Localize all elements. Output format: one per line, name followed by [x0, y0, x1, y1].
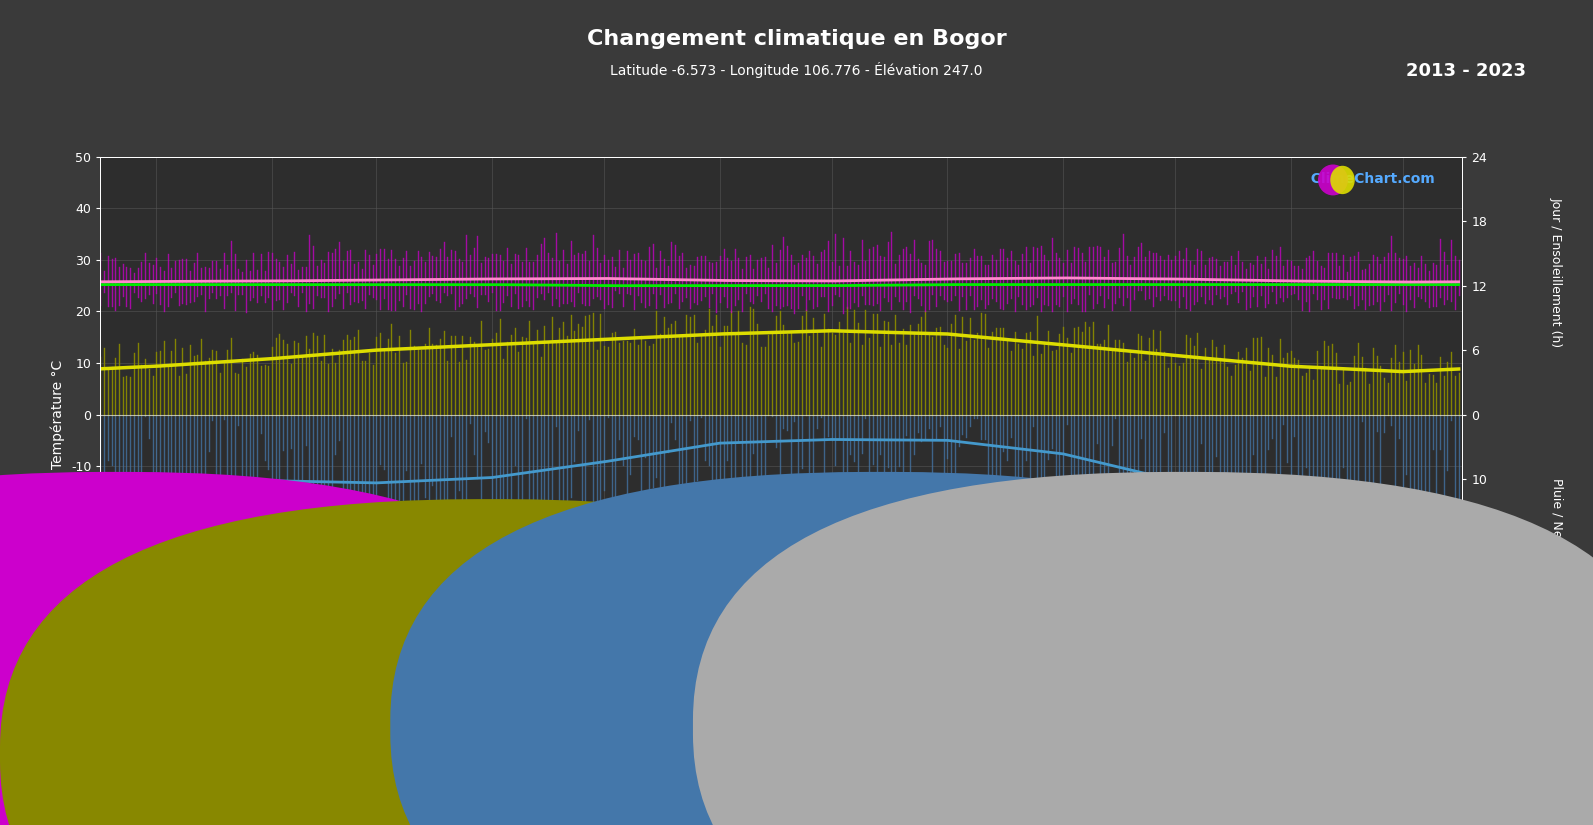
Ellipse shape: [1330, 166, 1354, 194]
Text: Pluie (mm): Pluie (mm): [868, 697, 949, 710]
Y-axis label: Température °C: Température °C: [51, 360, 65, 469]
Text: Pluie / Neige (mm): Pluie / Neige (mm): [1550, 478, 1563, 595]
Text: Moyenne mensuelle: Moyenne mensuelle: [900, 748, 1018, 761]
Ellipse shape: [135, 629, 161, 658]
Text: Température °C: Température °C: [104, 697, 220, 710]
Text: Moyenne mensuelle d'ensoleillement: Moyenne mensuelle d'ensoleillement: [510, 776, 730, 789]
Text: Moyenne mensuelle: Moyenne mensuelle: [1203, 748, 1321, 761]
Ellipse shape: [1317, 164, 1348, 196]
Text: Neige par jour: Neige par jour: [1203, 721, 1287, 734]
Text: ClimeChart.com: ClimeChart.com: [115, 628, 249, 642]
Text: Moyenne mensuelle: Moyenne mensuelle: [135, 748, 253, 761]
Text: Plage min / max par jour: Plage min / max par jour: [135, 721, 282, 734]
Text: Neige (mm): Neige (mm): [1171, 697, 1258, 710]
Text: ClimeChart.com: ClimeChart.com: [1301, 172, 1435, 186]
Ellipse shape: [124, 629, 153, 659]
Text: Pluie par jour: Pluie par jour: [900, 721, 978, 734]
Text: Jour / Ensoleillement (h): Jour / Ensoleillement (h): [1550, 197, 1563, 347]
Text: © ClimeChart.com: © ClimeChart.com: [1352, 701, 1458, 711]
Text: 2013 - 2023: 2013 - 2023: [1405, 62, 1526, 80]
Text: Jour / Ensoleillement (h): Jour / Ensoleillement (h): [478, 697, 660, 710]
Text: Latitude -6.573 - Longitude 106.776 - Élévation 247.0: Latitude -6.573 - Longitude 106.776 - Él…: [610, 62, 983, 78]
Text: Lumière du jour par jour: Lumière du jour par jour: [510, 721, 653, 734]
Text: Changement climatique en Bogor: Changement climatique en Bogor: [586, 29, 1007, 49]
Text: Soleil par jour: Soleil par jour: [510, 748, 593, 761]
